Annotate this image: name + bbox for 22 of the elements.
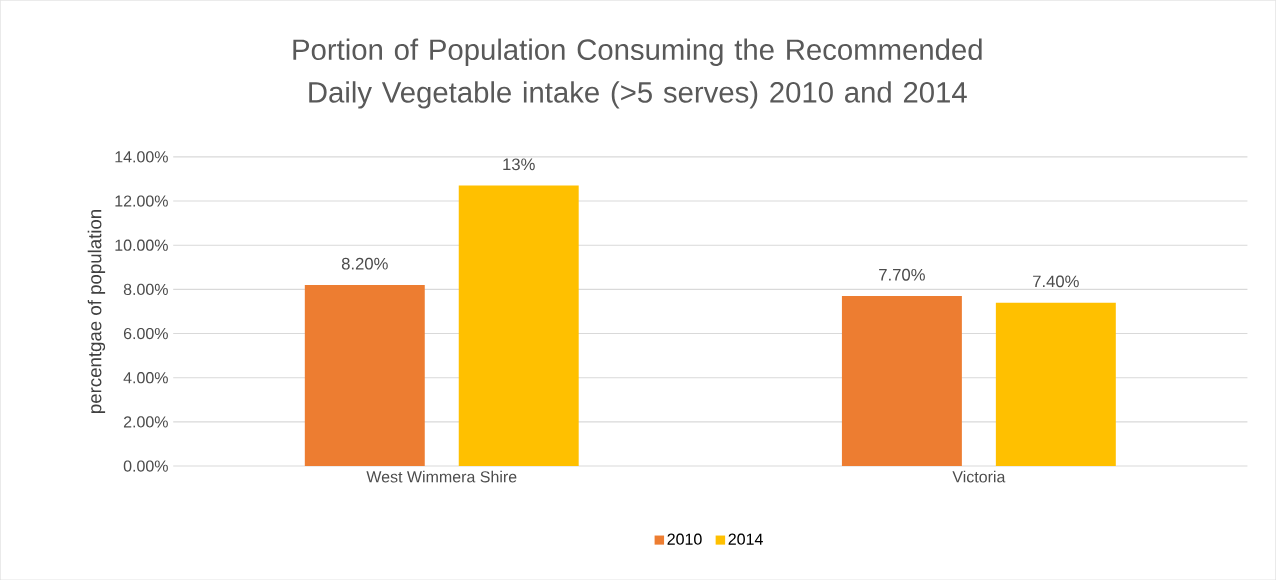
y-tick-label: 2.00% (123, 416, 168, 428)
data-label: 7.40% (1033, 275, 1079, 288)
y-tick-label: 0.00% (123, 460, 168, 472)
bar (304, 284, 425, 466)
bar (841, 295, 962, 466)
y-tick-label: 8.00% (123, 283, 168, 295)
legend-label: 2014 (728, 533, 763, 545)
data-label: 8.20% (341, 257, 388, 270)
y-tick-label: 10.00% (115, 239, 168, 251)
y-tick-label: 6.00% (123, 327, 168, 340)
bar (995, 302, 1116, 466)
x-tick-label: Victoria (952, 470, 1006, 483)
x-tick-label: West Wimmera Shire (366, 470, 517, 483)
y-tick-label: 14.00% (115, 151, 168, 163)
chart-title: Portion of Population Consuming the Recommended Daily Vegetable intake (>5 serves) 2010 and 2014 (293, 38, 982, 109)
data-label: 7.70% (879, 268, 925, 281)
legend-label: 2010 (667, 533, 702, 545)
y-tick-label: 4.00% (123, 371, 168, 384)
y-tick-label: 12.00% (115, 195, 168, 207)
data-label: 13% (503, 158, 535, 171)
y-axis-title: percentgae of population (87, 209, 106, 413)
bar (458, 185, 579, 466)
